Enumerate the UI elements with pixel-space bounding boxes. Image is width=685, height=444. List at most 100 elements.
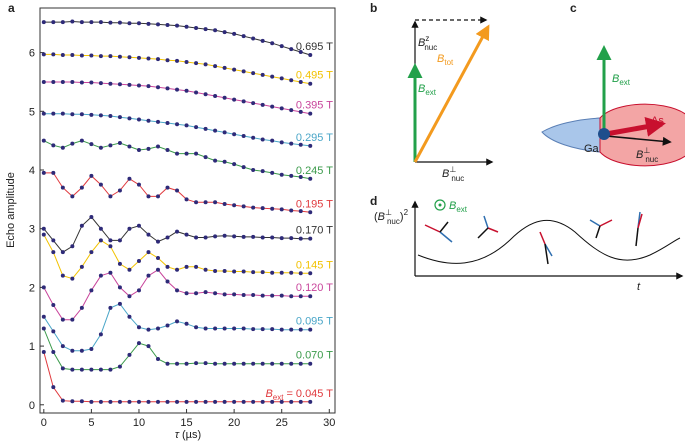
data-point — [289, 47, 294, 52]
data-point — [213, 234, 218, 239]
data-point — [108, 54, 113, 59]
data-point — [175, 361, 180, 366]
data-point — [127, 294, 132, 299]
panel-letter: b — [370, 1, 377, 15]
data-point — [156, 239, 160, 244]
panel-letter: c — [570, 1, 577, 15]
sub: nuc — [387, 217, 400, 226]
data-point — [156, 22, 160, 27]
y-tick-label: 5 — [29, 106, 35, 118]
data-point — [289, 361, 294, 366]
data-point — [260, 361, 265, 366]
data-point — [60, 250, 65, 255]
data-point — [98, 54, 103, 59]
data-point — [156, 57, 160, 62]
series-label: Bext = 0.045 T — [265, 388, 333, 402]
data-point — [232, 361, 237, 366]
data-point — [89, 399, 94, 404]
data-point — [165, 361, 170, 366]
data-point — [241, 204, 246, 209]
series-label: 0.070 T — [296, 350, 333, 362]
data-point — [89, 173, 94, 178]
data-point — [289, 108, 294, 113]
data-point — [127, 352, 132, 357]
data-point — [98, 20, 103, 25]
data-point — [108, 20, 113, 25]
data-point — [60, 398, 65, 403]
data-point — [241, 165, 246, 170]
data-point — [136, 117, 141, 122]
data-point — [222, 233, 227, 238]
data-point — [51, 52, 56, 57]
data-point — [175, 23, 180, 28]
data-point — [222, 95, 227, 100]
data-point — [79, 348, 84, 353]
data-point — [156, 267, 160, 272]
data-point — [127, 267, 132, 272]
data-point — [241, 133, 246, 138]
fit-line — [43, 216, 311, 253]
data-point — [251, 270, 256, 275]
data-point — [117, 285, 122, 290]
data-point — [194, 125, 199, 130]
data-point — [136, 258, 141, 263]
data-point — [213, 200, 218, 205]
data-point — [127, 144, 132, 149]
data-point — [79, 53, 84, 58]
data-point — [117, 261, 122, 266]
data-point — [51, 250, 56, 255]
sup: ⊥ — [385, 208, 392, 217]
bperp-arrow — [605, 135, 672, 146]
data-point — [203, 361, 208, 366]
data-point — [41, 326, 46, 331]
data-point — [222, 65, 227, 70]
sym: B — [418, 37, 425, 49]
panel-letter: d — [370, 194, 377, 208]
data-point — [251, 205, 256, 210]
data-point — [203, 326, 208, 331]
data-point — [308, 399, 313, 404]
data-point — [289, 173, 294, 178]
out-of-plane-symbol — [434, 199, 446, 211]
data-point — [184, 151, 189, 156]
data-point — [203, 235, 208, 240]
prefix-eq: = — [286, 388, 292, 400]
data-point — [308, 236, 313, 241]
data-point — [79, 223, 84, 228]
data-point — [41, 52, 46, 57]
data-point — [108, 81, 113, 86]
data-point — [127, 176, 132, 181]
data-point — [98, 182, 103, 187]
series-label: 0.195 T — [296, 198, 333, 210]
prefix-sub: ext — [273, 393, 284, 402]
data-point — [60, 317, 65, 322]
data-point — [222, 30, 227, 35]
x-tick-label: 0 — [41, 417, 47, 429]
sup: ⊥ — [449, 165, 456, 174]
data-point — [41, 314, 46, 319]
data-point — [165, 264, 170, 269]
x-tick-label: 25 — [276, 417, 288, 429]
data-point — [184, 264, 189, 269]
data-point — [184, 399, 189, 404]
data-point — [79, 185, 84, 190]
data-point — [203, 399, 208, 404]
data-point — [298, 236, 303, 241]
data-point — [279, 106, 284, 111]
data-point — [165, 399, 170, 404]
data-point — [251, 168, 256, 172]
data-point — [156, 326, 160, 331]
bz-label: Bz nuc — [418, 34, 437, 52]
data-point — [270, 399, 275, 404]
data-point — [89, 142, 94, 147]
data-point — [241, 361, 246, 366]
x-tick-label: 20 — [228, 417, 240, 429]
data-point — [41, 232, 46, 237]
data-point — [51, 170, 56, 175]
data-point — [279, 76, 284, 81]
data-point — [70, 52, 75, 57]
sym: B — [437, 53, 444, 65]
data-point — [89, 53, 94, 58]
data-point — [146, 250, 151, 255]
data-point — [146, 273, 151, 278]
